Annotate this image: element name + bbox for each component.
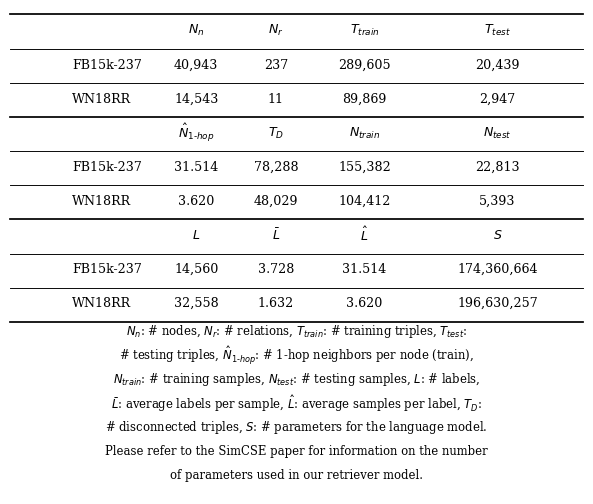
Text: 237: 237 — [264, 58, 288, 72]
Text: 78,288: 78,288 — [254, 161, 298, 174]
Text: $T_D$: $T_D$ — [268, 125, 284, 141]
Text: 89,869: 89,869 — [342, 93, 387, 106]
Text: $\bar{L}$: $\bar{L}$ — [272, 228, 280, 243]
Text: 1.632: 1.632 — [258, 297, 294, 310]
Text: 3.620: 3.620 — [346, 297, 382, 310]
Text: $\hat{N}_{1\text{-}hop}$: $\hat{N}_{1\text{-}hop}$ — [178, 122, 215, 144]
Text: 2,947: 2,947 — [479, 93, 515, 106]
Text: 22,813: 22,813 — [475, 161, 519, 174]
Text: 14,543: 14,543 — [174, 93, 218, 106]
Text: FB15k-237: FB15k-237 — [72, 263, 142, 276]
Text: 196,630,257: 196,630,257 — [457, 297, 538, 310]
Text: 31.514: 31.514 — [342, 263, 387, 276]
Text: 14,560: 14,560 — [174, 263, 218, 276]
Text: $L$: $L$ — [192, 229, 200, 242]
Text: FB15k-237: FB15k-237 — [72, 161, 142, 174]
Text: 3.620: 3.620 — [178, 195, 214, 208]
Text: $T_{test}$: $T_{test}$ — [484, 23, 511, 38]
Text: 32,558: 32,558 — [174, 297, 218, 310]
Text: FB15k-237: FB15k-237 — [72, 58, 142, 72]
Text: $S$: $S$ — [492, 229, 502, 242]
Text: 3.728: 3.728 — [258, 263, 294, 276]
Text: # testing triples, $\hat{N}_{1\text{-}hop}$: # 1-hop neighbors per node (train),: # testing triples, $\hat{N}_{1\text{-}ho… — [119, 344, 474, 366]
Text: 174,360,664: 174,360,664 — [457, 263, 537, 276]
Text: $N_r$: $N_r$ — [268, 23, 283, 38]
Text: $\hat{L}$: $\hat{L}$ — [360, 226, 369, 244]
Text: 31.514: 31.514 — [174, 161, 218, 174]
Text: $N_n$: $N_n$ — [188, 23, 205, 38]
Text: $N_n$: # nodes, $N_r$: # relations, $T_{train}$: # training triples, $T_{test}$:: $N_n$: # nodes, $N_r$: # relations, $T_{… — [126, 323, 467, 340]
Text: 155,382: 155,382 — [338, 161, 391, 174]
Text: 5,393: 5,393 — [479, 195, 515, 208]
Text: $N_{test}$: $N_{test}$ — [483, 125, 512, 141]
Text: $T_{train}$: $T_{train}$ — [349, 23, 380, 38]
Text: WN18RR: WN18RR — [72, 195, 131, 208]
Text: $N_{train}$: # training samples, $N_{test}$: # testing samples, $L$: # labels,: $N_{train}$: # training samples, $N_{tes… — [113, 371, 480, 388]
Text: 104,412: 104,412 — [338, 195, 391, 208]
Text: $N_{train}$: $N_{train}$ — [349, 125, 380, 141]
Text: 20,439: 20,439 — [475, 58, 519, 72]
Text: $\bar{L}$: average labels per sample, $\hat{L}$: average samples per label, $T_D: $\bar{L}$: average labels per sample, $\… — [111, 393, 482, 414]
Text: 40,943: 40,943 — [174, 58, 218, 72]
Text: 48,029: 48,029 — [254, 195, 298, 208]
Text: WN18RR: WN18RR — [72, 93, 131, 106]
Text: # disconnected triples, $S$: # parameters for the language model.: # disconnected triples, $S$: # parameter… — [106, 419, 487, 436]
Text: 11: 11 — [268, 93, 284, 106]
Text: of parameters used in our retriever model.: of parameters used in our retriever mode… — [170, 469, 423, 482]
Text: Please refer to the SimCSE paper for information on the number: Please refer to the SimCSE paper for inf… — [106, 445, 487, 458]
Text: WN18RR: WN18RR — [72, 297, 131, 310]
Text: 289,605: 289,605 — [338, 58, 391, 72]
